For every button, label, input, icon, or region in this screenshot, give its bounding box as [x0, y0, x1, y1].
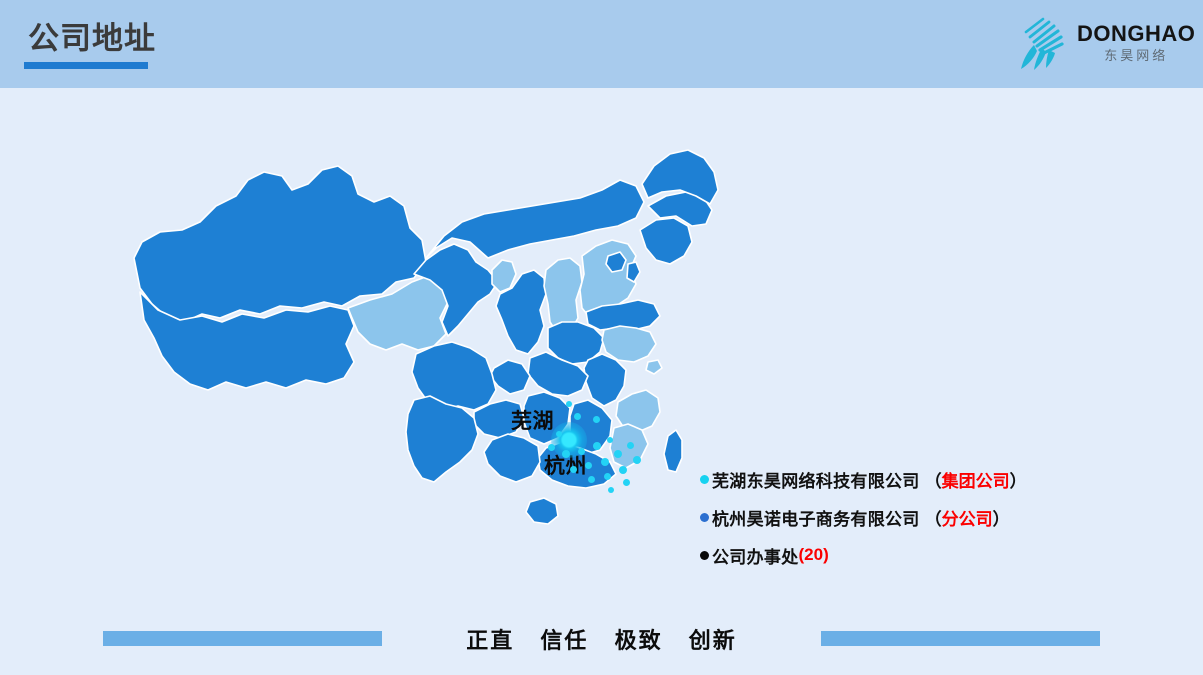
map-label-hangzhou: 杭州 — [544, 455, 587, 478]
footer-bar-right — [821, 631, 1100, 646]
province-ningxia — [491, 259, 517, 293]
province-heilongjiang — [641, 149, 719, 205]
province-guizhou — [473, 399, 525, 439]
office-dot[interactable] — [574, 413, 581, 420]
office-dot[interactable] — [588, 476, 595, 483]
province-yunnan — [405, 395, 479, 483]
slogan-word: 极致 — [614, 628, 663, 653]
map-label-wuhu: 芜湖 — [511, 410, 554, 433]
legend-company-name: 杭州昊诺电子商务有限公司 — [712, 509, 920, 529]
legend-bullet-icon — [700, 550, 709, 560]
province-henan — [547, 321, 605, 365]
province-gansu — [413, 243, 499, 337]
province-inner-mongolia — [425, 179, 645, 259]
legend-item-offices[interactable]: 公司办事处 (20) — [700, 536, 1130, 574]
office-dot[interactable] — [570, 466, 577, 473]
footer-slogan: 正直 信任 极致 创新 — [0, 623, 1203, 655]
legend-paren-open: （ — [924, 509, 942, 529]
office-dot[interactable] — [619, 466, 627, 474]
legend-bullet-icon — [700, 474, 709, 484]
province-taiwan — [663, 429, 683, 473]
office-dot[interactable] — [633, 456, 641, 464]
office-dot[interactable] — [627, 442, 634, 449]
municipality-beijing — [605, 251, 627, 273]
province-qinghai — [347, 275, 449, 351]
province-hubei — [527, 351, 589, 397]
company-logo: DONGHAO 东昊网络 — [1013, 10, 1195, 76]
legend-company-name: 公司办事处 — [712, 547, 799, 567]
legend-tag-group: 集团公司 — [941, 471, 1010, 491]
office-dot[interactable] — [608, 487, 614, 493]
office-dot[interactable] — [548, 444, 555, 451]
office-dot[interactable] — [593, 442, 601, 450]
header-band — [0, 0, 1203, 88]
province-tibet — [139, 291, 355, 391]
province-jiangsu — [601, 325, 657, 363]
slogan-word: 创新 — [688, 628, 737, 653]
office-dot[interactable] — [623, 479, 630, 486]
province-shanxi — [543, 257, 583, 335]
china-map-svg — [133, 149, 719, 525]
slogan-word: 信任 — [540, 628, 589, 653]
province-zhejiang — [615, 389, 661, 433]
office-dot[interactable] — [614, 450, 622, 458]
province-shaanxi — [495, 269, 547, 355]
office-dot[interactable] — [604, 473, 611, 480]
logo-name-cn: 东昊网络 — [1104, 47, 1169, 63]
legend-tag-office-count: (20) — [798, 545, 829, 564]
office-dot[interactable] — [593, 416, 600, 423]
province-anhui — [583, 353, 627, 407]
logo-text: DONGHAO 东昊网络 — [1077, 20, 1196, 65]
legend-tag-branch: 分公司 — [941, 509, 993, 529]
china-map: 芜湖 杭州 — [96, 110, 736, 610]
legend-paren-close: ） — [992, 509, 1010, 529]
office-dot[interactable] — [601, 458, 609, 466]
legend-bullet-icon — [700, 512, 709, 522]
office-dot[interactable] — [578, 448, 585, 455]
province-guangxi — [483, 433, 541, 483]
legend-item-group-company[interactable]: 芜湖东昊网络科技有限公司 （ 集团公司 ） — [700, 460, 1130, 498]
office-dot[interactable] — [607, 437, 613, 443]
province-liaoning — [639, 217, 693, 265]
legend-item-branch-company[interactable]: 杭州昊诺电子商务有限公司 （ 分公司 ） — [700, 498, 1130, 536]
slogan-word: 正直 — [466, 628, 515, 653]
legend-company-name: 芜湖东昊网络科技有限公司 — [712, 471, 920, 491]
province-hainan — [525, 497, 559, 525]
legend-paren-open: （ — [924, 471, 942, 491]
municipality-tianjin — [626, 261, 641, 283]
province-sichuan — [411, 341, 497, 411]
province-jilin — [647, 191, 713, 227]
legend-paren-close: ） — [1009, 471, 1027, 491]
province-xinjiang — [133, 165, 427, 323]
office-dot[interactable] — [562, 450, 570, 458]
office-dot[interactable] — [566, 401, 572, 407]
province-shandong — [585, 299, 661, 331]
office-dot[interactable] — [585, 462, 592, 469]
donghao-wing-logo-icon — [1021, 17, 1064, 70]
page-title: 公司地址 — [28, 21, 156, 56]
municipality-shanghai — [645, 359, 663, 375]
legend: 芜湖东昊网络科技有限公司 （ 集团公司 ） 杭州昊诺电子商务有限公司 （ 分公司… — [700, 460, 1130, 574]
office-dot[interactable] — [556, 431, 562, 437]
page-title-underline — [24, 62, 148, 69]
logo-name-en: DONGHAO — [1077, 20, 1196, 46]
footer-bar-left — [103, 631, 382, 646]
